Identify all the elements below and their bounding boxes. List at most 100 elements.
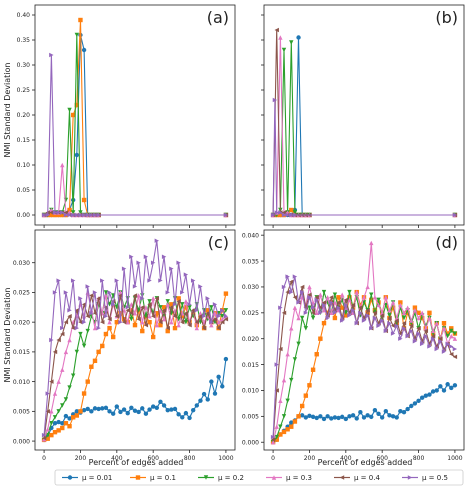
data-point	[190, 278, 196, 283]
data-point	[445, 341, 450, 347]
data-point	[107, 325, 112, 331]
legend-label: μ = 0.5	[422, 474, 448, 482]
data-point	[81, 197, 87, 203]
data-point	[274, 434, 279, 440]
data-point	[452, 331, 458, 336]
data-point	[45, 426, 50, 432]
data-point	[118, 409, 123, 415]
data-point	[216, 319, 221, 325]
data-point	[412, 305, 418, 310]
panel-c: 0.000 0.005 0.010 0.015 0.020 0.025 0.030 0 200 4…	[13, 229, 236, 462]
data-point	[405, 310, 410, 316]
data-point	[445, 382, 450, 387]
data-point	[169, 266, 174, 271]
data-point	[150, 296, 156, 301]
data-point	[310, 305, 316, 310]
legend-frame	[54, 469, 464, 486]
data-point	[347, 295, 352, 300]
data-point	[161, 316, 167, 322]
data-point	[70, 210, 76, 215]
data-point	[125, 305, 130, 310]
data-point	[60, 162, 65, 168]
data-point	[100, 406, 105, 411]
data-point	[67, 385, 72, 390]
data-point	[212, 302, 218, 307]
data-point	[438, 339, 443, 344]
data-point	[441, 326, 447, 331]
data-point	[56, 409, 61, 414]
data-point	[70, 112, 76, 118]
data-point	[394, 323, 399, 328]
data-point	[85, 328, 90, 334]
legend-marker	[339, 475, 345, 480]
data-point	[49, 432, 54, 438]
data-point	[347, 289, 352, 295]
data-point	[427, 344, 432, 349]
data-point	[129, 316, 134, 322]
data-point	[78, 17, 83, 23]
data-point	[321, 320, 327, 326]
data-point	[369, 240, 374, 246]
data-point	[274, 437, 279, 442]
data-point	[281, 210, 287, 215]
data-point	[296, 414, 301, 419]
data-point	[452, 212, 458, 218]
data-point	[165, 290, 170, 295]
data-point	[379, 313, 385, 318]
data-point	[274, 388, 279, 393]
data-point	[285, 274, 290, 279]
legend-label: μ = 0.01	[82, 474, 112, 482]
data-point	[89, 311, 94, 316]
data-point	[452, 346, 458, 352]
data-point	[321, 416, 327, 422]
data-point	[270, 440, 276, 445]
data-point	[223, 291, 229, 296]
y-tick-label: 0.00	[17, 212, 31, 219]
data-point	[56, 212, 61, 218]
data-point	[56, 419, 61, 425]
data-point	[216, 314, 221, 319]
data-point	[369, 292, 374, 297]
data-point	[136, 260, 141, 265]
plot-area	[263, 229, 465, 451]
data-point	[67, 337, 72, 343]
data-point	[220, 308, 225, 313]
data-point	[278, 210, 283, 215]
data-point	[401, 410, 407, 415]
data-point	[67, 308, 72, 313]
data-point	[336, 305, 341, 310]
data-point	[372, 315, 378, 321]
data-point	[52, 421, 58, 426]
data-point	[274, 27, 279, 33]
data-point	[56, 278, 61, 283]
data-point	[441, 349, 447, 354]
data-point	[303, 310, 309, 316]
data-point	[169, 407, 174, 412]
data-point	[154, 322, 160, 328]
data-point	[70, 212, 76, 218]
data-point	[194, 403, 200, 408]
data-point	[310, 310, 316, 316]
data-point	[85, 314, 90, 319]
data-point	[56, 210, 61, 215]
data-point	[158, 278, 163, 283]
data-point	[172, 406, 178, 412]
data-point	[321, 300, 327, 305]
data-point	[310, 414, 316, 420]
data-point	[365, 413, 370, 418]
data-point	[150, 404, 156, 409]
data-point	[52, 415, 58, 420]
y-tick-label: 0.015	[13, 349, 30, 356]
data-point	[85, 379, 90, 384]
plot-area	[34, 4, 236, 226]
data-point	[114, 314, 120, 319]
data-point	[365, 308, 370, 313]
data-point	[307, 292, 312, 297]
data-point	[140, 406, 145, 411]
data-point	[165, 299, 170, 304]
data-point	[369, 297, 374, 303]
data-point	[274, 210, 279, 215]
data-point	[409, 403, 414, 409]
data-point	[41, 435, 47, 441]
data-point	[89, 364, 94, 369]
